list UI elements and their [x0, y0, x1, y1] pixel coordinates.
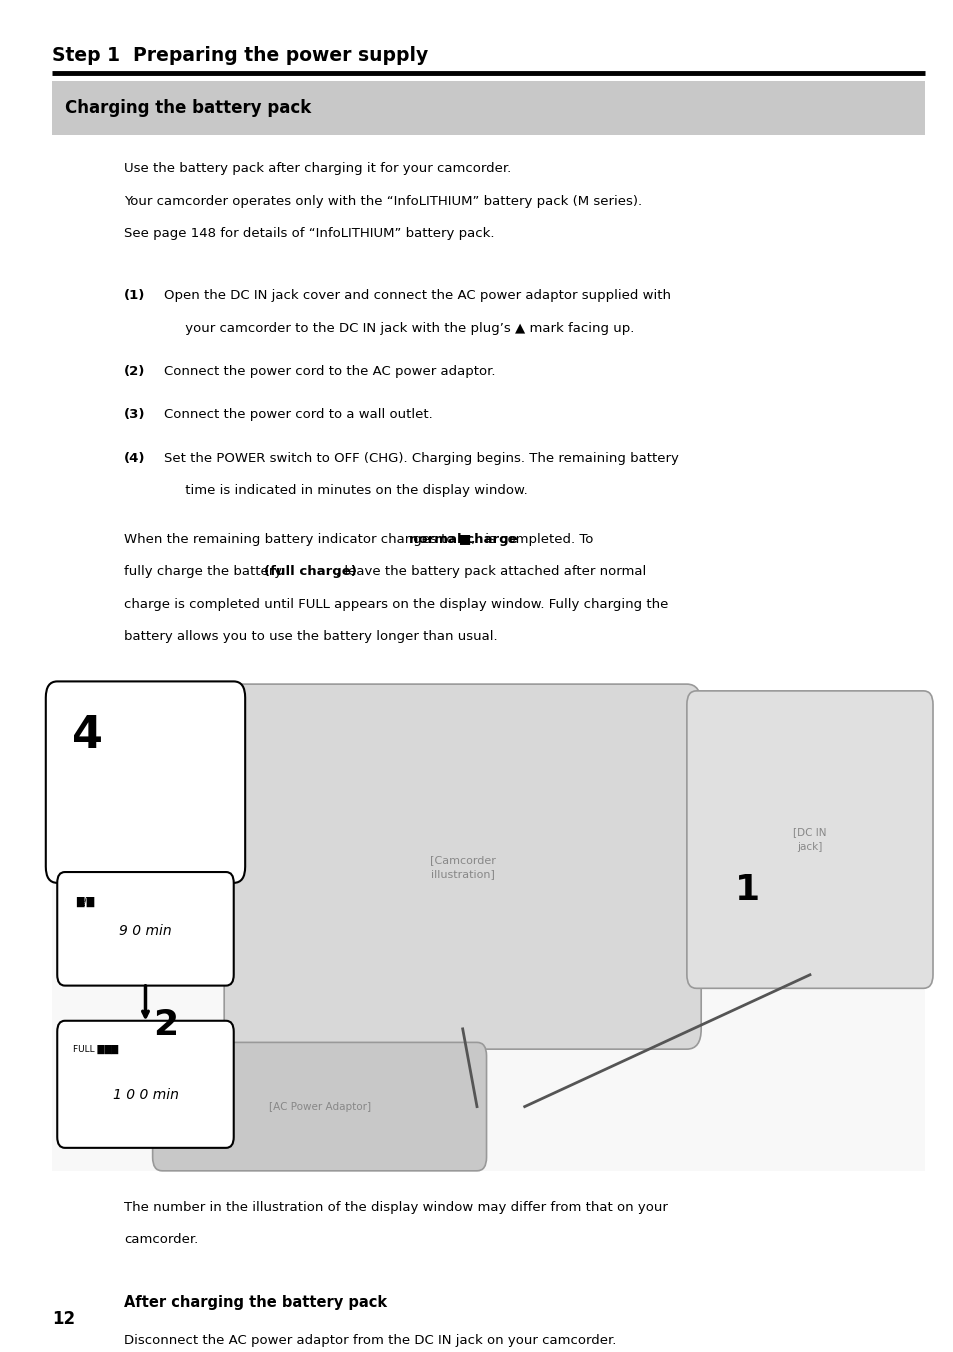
Text: 1: 1: [734, 873, 759, 907]
FancyBboxPatch shape: [57, 872, 233, 986]
Text: fully charge the battery: fully charge the battery: [124, 565, 286, 579]
Text: (3): (3): [124, 408, 146, 422]
FancyBboxPatch shape: [46, 681, 245, 883]
Text: 1 0 0 min: 1 0 0 min: [112, 1088, 178, 1102]
Text: is completed. To: is completed. To: [480, 533, 593, 546]
FancyBboxPatch shape: [57, 1021, 233, 1148]
Text: █/█: █/█: [76, 896, 94, 907]
Text: normal charge: normal charge: [408, 533, 517, 546]
Text: See page 148 for details of “InfoLITHIUM” battery pack.: See page 148 for details of “InfoLITHIUM…: [124, 227, 494, 241]
Text: Connect the power cord to a wall outlet.: Connect the power cord to a wall outlet.: [164, 408, 433, 422]
Text: Connect the power cord to the AC power adaptor.: Connect the power cord to the AC power a…: [164, 365, 495, 379]
Text: 4: 4: [71, 714, 102, 757]
Text: FULL ███: FULL ███: [72, 1045, 117, 1055]
Text: (full charge): (full charge): [263, 565, 356, 579]
Text: Disconnect the AC power adaptor from the DC IN jack on your camcorder.: Disconnect the AC power adaptor from the…: [124, 1334, 616, 1348]
Text: After charging the battery pack: After charging the battery pack: [124, 1295, 387, 1310]
Text: 12: 12: [52, 1310, 75, 1328]
Text: (4): (4): [124, 452, 146, 465]
Text: (2): (2): [124, 365, 145, 379]
FancyBboxPatch shape: [686, 691, 932, 988]
FancyBboxPatch shape: [224, 684, 700, 1049]
Text: Use the battery pack after charging it for your camcorder.: Use the battery pack after charging it f…: [124, 162, 511, 176]
Text: Step 1  Preparing the power supply: Step 1 Preparing the power supply: [52, 46, 428, 65]
FancyBboxPatch shape: [152, 1042, 486, 1171]
Text: The number in the illustration of the display window may differ from that on you: The number in the illustration of the di…: [124, 1201, 667, 1214]
Text: camcorder.: camcorder.: [124, 1233, 198, 1247]
FancyBboxPatch shape: [52, 691, 924, 1171]
Text: Open the DC IN jack cover and connect the AC power adaptor supplied with: Open the DC IN jack cover and connect th…: [164, 289, 670, 303]
Text: [DC IN
jack]: [DC IN jack]: [792, 827, 826, 852]
Text: Charging the battery pack: Charging the battery pack: [65, 99, 311, 118]
Text: (1): (1): [124, 289, 145, 303]
Text: Set the POWER switch to OFF (CHG). Charging begins. The remaining battery: Set the POWER switch to OFF (CHG). Charg…: [164, 452, 679, 465]
Text: [AC Power Adaptor]: [AC Power Adaptor]: [268, 1102, 371, 1111]
Text: time is indicated in minutes on the display window.: time is indicated in minutes on the disp…: [164, 484, 527, 498]
Text: Your camcorder operates only with the “InfoLITHIUM” battery pack (M series).: Your camcorder operates only with the “I…: [124, 195, 641, 208]
Text: battery allows you to use the battery longer than usual.: battery allows you to use the battery lo…: [124, 630, 497, 644]
Text: 2: 2: [152, 1009, 177, 1042]
Text: charge is completed until FULL appears on the display window. Fully charging the: charge is completed until FULL appears o…: [124, 598, 668, 611]
Text: When the remaining battery indicator changes to ■,: When the remaining battery indicator cha…: [124, 533, 479, 546]
Text: your camcorder to the DC IN jack with the plug’s ▲ mark facing up.: your camcorder to the DC IN jack with th…: [164, 322, 634, 335]
Text: 9 0 min: 9 0 min: [119, 923, 172, 938]
FancyBboxPatch shape: [52, 81, 924, 135]
Text: [Camcorder
illustration]: [Camcorder illustration]: [429, 854, 496, 879]
Text: , leave the battery pack attached after normal: , leave the battery pack attached after …: [335, 565, 646, 579]
